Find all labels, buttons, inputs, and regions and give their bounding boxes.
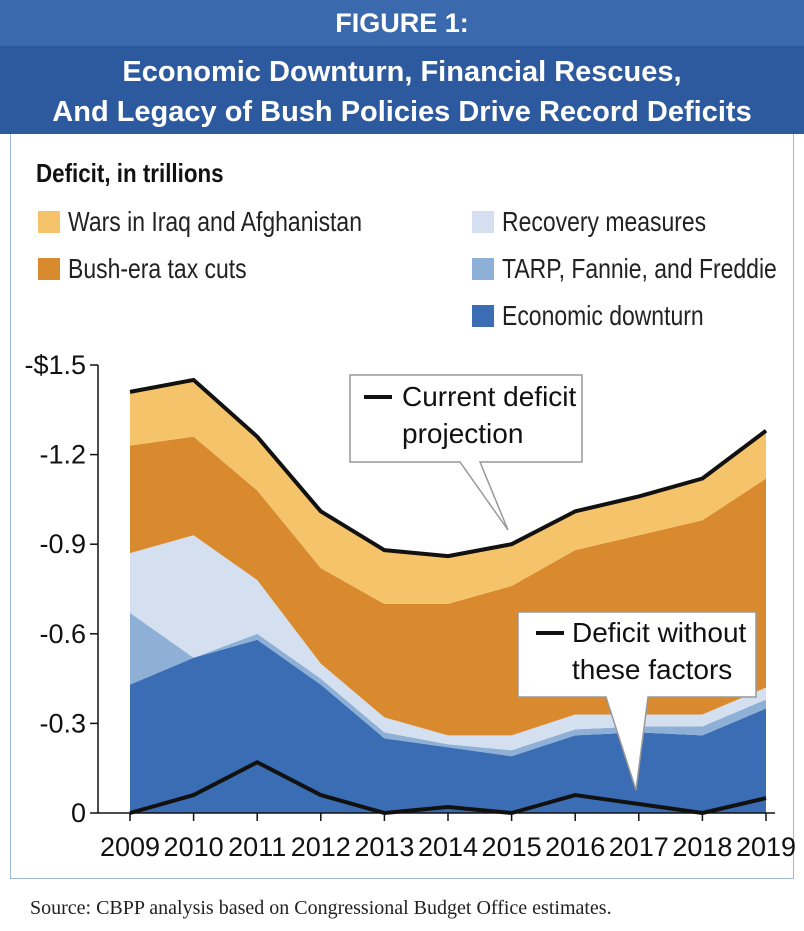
y-tick-label: -$1.5	[24, 350, 86, 380]
y-tick-label: -1.2	[39, 440, 86, 470]
callout-current-box	[349, 374, 583, 531]
source-note: Source: CBPP analysis based on Congressi…	[30, 897, 612, 919]
y-tick-label: -0.3	[39, 708, 86, 738]
callout-current: Current deficit projection	[349, 374, 583, 531]
callout-without-line2: these factors	[572, 654, 732, 685]
x-tick-label: 2016	[545, 832, 605, 862]
legend-swatch-downturn	[472, 305, 494, 327]
x-tick-label: 2015	[482, 832, 542, 862]
legend-label-recovery: Recovery measures	[502, 206, 707, 237]
figure-label: FIGURE 1:	[0, 0, 804, 46]
y-ticks: 0 -0.3 -0.6 -0.9 -1.2 -$1.5	[24, 350, 98, 828]
line-deficit-without-factors	[129, 760, 767, 815]
callout-without-line1: Deficit without	[572, 617, 747, 648]
legend-swatch-bush	[38, 258, 60, 280]
figure-frame	[10, 134, 794, 879]
deficit-lines	[129, 377, 768, 815]
y-axis-label: Deficit, in trillions	[36, 158, 224, 188]
x-ticks: 2009 2010 2011 2012 2013 2014 2015 2016 2017 2018…	[100, 813, 796, 862]
legend-label-bush: Bush-era tax cuts	[68, 253, 247, 284]
y-tick-label: -0.6	[39, 619, 86, 649]
line-current-deficit	[129, 377, 768, 559]
x-tick-label: 2013	[354, 832, 414, 862]
x-tick-label: 2009	[100, 832, 160, 862]
y-tick-label: 0	[71, 798, 86, 828]
legend-swatch-wars	[38, 211, 60, 233]
x-tick-label: 2014	[418, 832, 478, 862]
x-tick-label: 2019	[736, 832, 796, 862]
y-tick-label: -0.9	[39, 529, 86, 559]
figure-title-line2: And Legacy of Bush Policies Drive Record…	[52, 96, 752, 128]
x-tick-label: 2011	[228, 832, 286, 862]
x-tick-label: 2012	[291, 832, 351, 862]
x-tick-label: 2010	[164, 832, 224, 862]
area-wars	[130, 379, 766, 604]
figure-title: Economic Downturn, Financial Rescues, An…	[0, 46, 804, 134]
legend-swatch-recovery	[472, 211, 494, 233]
legend-label-tarp: TARP, Fannie, and Freddie	[502, 253, 777, 284]
x-tick-label: 2018	[672, 832, 732, 862]
callout-without: Deficit without these factors	[517, 611, 757, 791]
legend-label-downturn: Economic downturn	[502, 300, 704, 331]
callout-without-box	[517, 611, 757, 791]
figure-title-line1: Economic Downturn, Financial Rescues,	[122, 56, 682, 88]
callout-current-line1: Current deficit	[402, 381, 577, 412]
area-recovery	[130, 535, 766, 751]
legend-label-wars: Wars in Iraq and Afghanistan	[68, 206, 362, 237]
axes	[97, 365, 775, 814]
area-downturn	[130, 639, 766, 813]
x-tick-label: 2017	[609, 832, 669, 862]
legend-swatch-tarp	[472, 258, 494, 280]
callout-current-line2: projection	[402, 418, 523, 449]
